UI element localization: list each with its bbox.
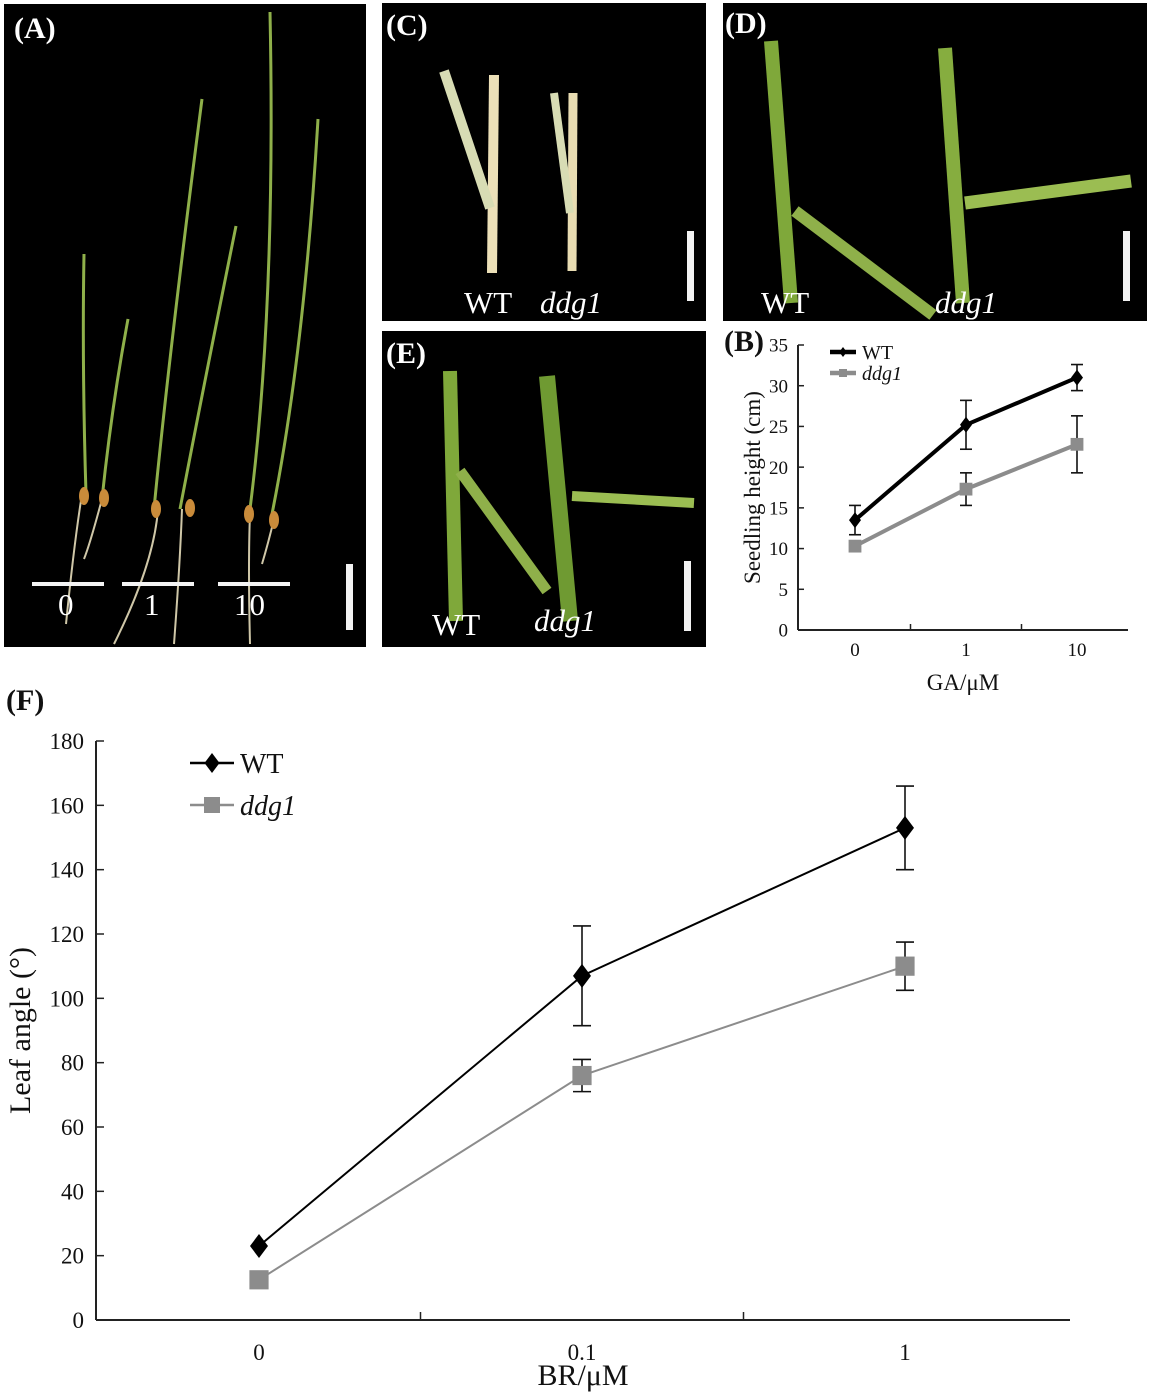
- dose-label-0: 0: [58, 587, 74, 622]
- x-tick-label: 1: [899, 1340, 911, 1365]
- y-tick-label: 60: [61, 1115, 84, 1140]
- seedlings-illustration: [65, 11, 320, 645]
- panel-e-label: (E): [386, 337, 426, 370]
- dose-line-1: [122, 582, 194, 586]
- series-line-ddg1: [258, 965, 906, 1281]
- lamina-joint-illustration: [439, 69, 578, 274]
- data-point-ddg1: [572, 1065, 592, 1086]
- ddg1-label: ddg1: [534, 603, 596, 638]
- data-point-WT: [896, 815, 914, 840]
- legend-label: WT: [862, 342, 893, 364]
- y-tick-label: 25: [769, 417, 788, 438]
- data-point-WT: [960, 416, 972, 433]
- panel-b-label: (B): [724, 325, 764, 358]
- y-axis-title: Seedling height (cm): [740, 391, 765, 584]
- legend-label: ddg1: [862, 363, 902, 385]
- dose-label-10: 10: [234, 587, 265, 622]
- y-tick-label: 160: [50, 793, 85, 818]
- x-tick-label: 0: [253, 1340, 265, 1365]
- panel-d-label: (D): [725, 7, 767, 40]
- legend-label: WT: [240, 749, 284, 780]
- y-tick-label: 140: [50, 858, 85, 883]
- data-point-ddg1: [1070, 437, 1084, 451]
- ddg1-label: ddg1: [540, 285, 602, 320]
- panel-e-photo: (E) WT ddg1: [382, 331, 706, 647]
- series-line-WT: [853, 375, 1078, 522]
- data-point-ddg1: [959, 482, 973, 496]
- y-tick-label: 20: [61, 1244, 84, 1269]
- series-line-ddg1: [854, 442, 1078, 548]
- y-tick-label: 10: [769, 539, 788, 560]
- y-tick-label: 0: [73, 1308, 85, 1333]
- x-axis-title: BR/μM: [537, 1359, 628, 1392]
- x-axis-title: GA/μM: [927, 670, 999, 695]
- panel-c-photo: (C) WT ddg1: [382, 3, 706, 321]
- wt-label: WT: [761, 285, 810, 320]
- data-point-WT: [1071, 369, 1083, 386]
- x-tick-label: 0.1: [568, 1340, 597, 1365]
- dose-line-0: [32, 582, 104, 586]
- y-tick-label: 30: [769, 376, 788, 397]
- panel-a-label: (A): [14, 12, 56, 45]
- y-tick-label: 100: [50, 986, 85, 1011]
- lamina-joint-illustration: [764, 40, 1132, 320]
- legend-marker: [839, 347, 847, 357]
- data-point-ddg1: [848, 539, 862, 553]
- scale-bar: [687, 231, 694, 301]
- data-point-ddg1: [249, 1270, 269, 1290]
- y-tick-label: 80: [61, 1051, 84, 1076]
- dose-line-10: [218, 582, 290, 586]
- y-tick-label: 40: [61, 1179, 84, 1204]
- data-point-WT: [849, 512, 861, 529]
- data-point-ddg1: [895, 956, 915, 976]
- y-tick-label: 15: [769, 499, 788, 520]
- wt-label: WT: [432, 607, 481, 642]
- y-tick-label: 20: [769, 458, 788, 479]
- legend-marker: [839, 369, 847, 377]
- y-tick-label: 180: [50, 729, 85, 754]
- series-line-WT: [258, 826, 906, 1247]
- y-tick-label: 35: [769, 336, 788, 357]
- data-point-WT: [573, 963, 591, 988]
- scale-bar: [346, 564, 353, 630]
- x-tick-label: 0: [850, 640, 860, 661]
- dose-label-1: 1: [144, 587, 160, 622]
- ddg1-label: ddg1: [935, 285, 997, 320]
- legend-marker: [204, 753, 220, 773]
- y-axis-title: Leaf angle (°): [4, 947, 37, 1114]
- y-tick-label: 0: [779, 621, 789, 642]
- wt-label: WT: [464, 285, 513, 320]
- panel-c-label: (C): [386, 9, 428, 42]
- x-tick-label: 10: [1068, 640, 1087, 661]
- x-tick-label: 1: [961, 640, 971, 661]
- scale-bar: [1123, 231, 1130, 301]
- panel-f-label: (F): [6, 684, 45, 717]
- lamina-joint-illustration: [443, 370, 695, 622]
- panel-d-photo: (D) WT ddg1: [723, 3, 1147, 321]
- legend-marker: [204, 797, 220, 813]
- panel-a-photo: (A) 0 1 10: [4, 4, 366, 647]
- scale-bar: [684, 561, 691, 631]
- data-point-WT: [250, 1234, 268, 1259]
- y-tick-label: 5: [779, 580, 789, 601]
- legend-label: ddg1: [240, 791, 296, 822]
- y-tick-label: 120: [50, 922, 85, 947]
